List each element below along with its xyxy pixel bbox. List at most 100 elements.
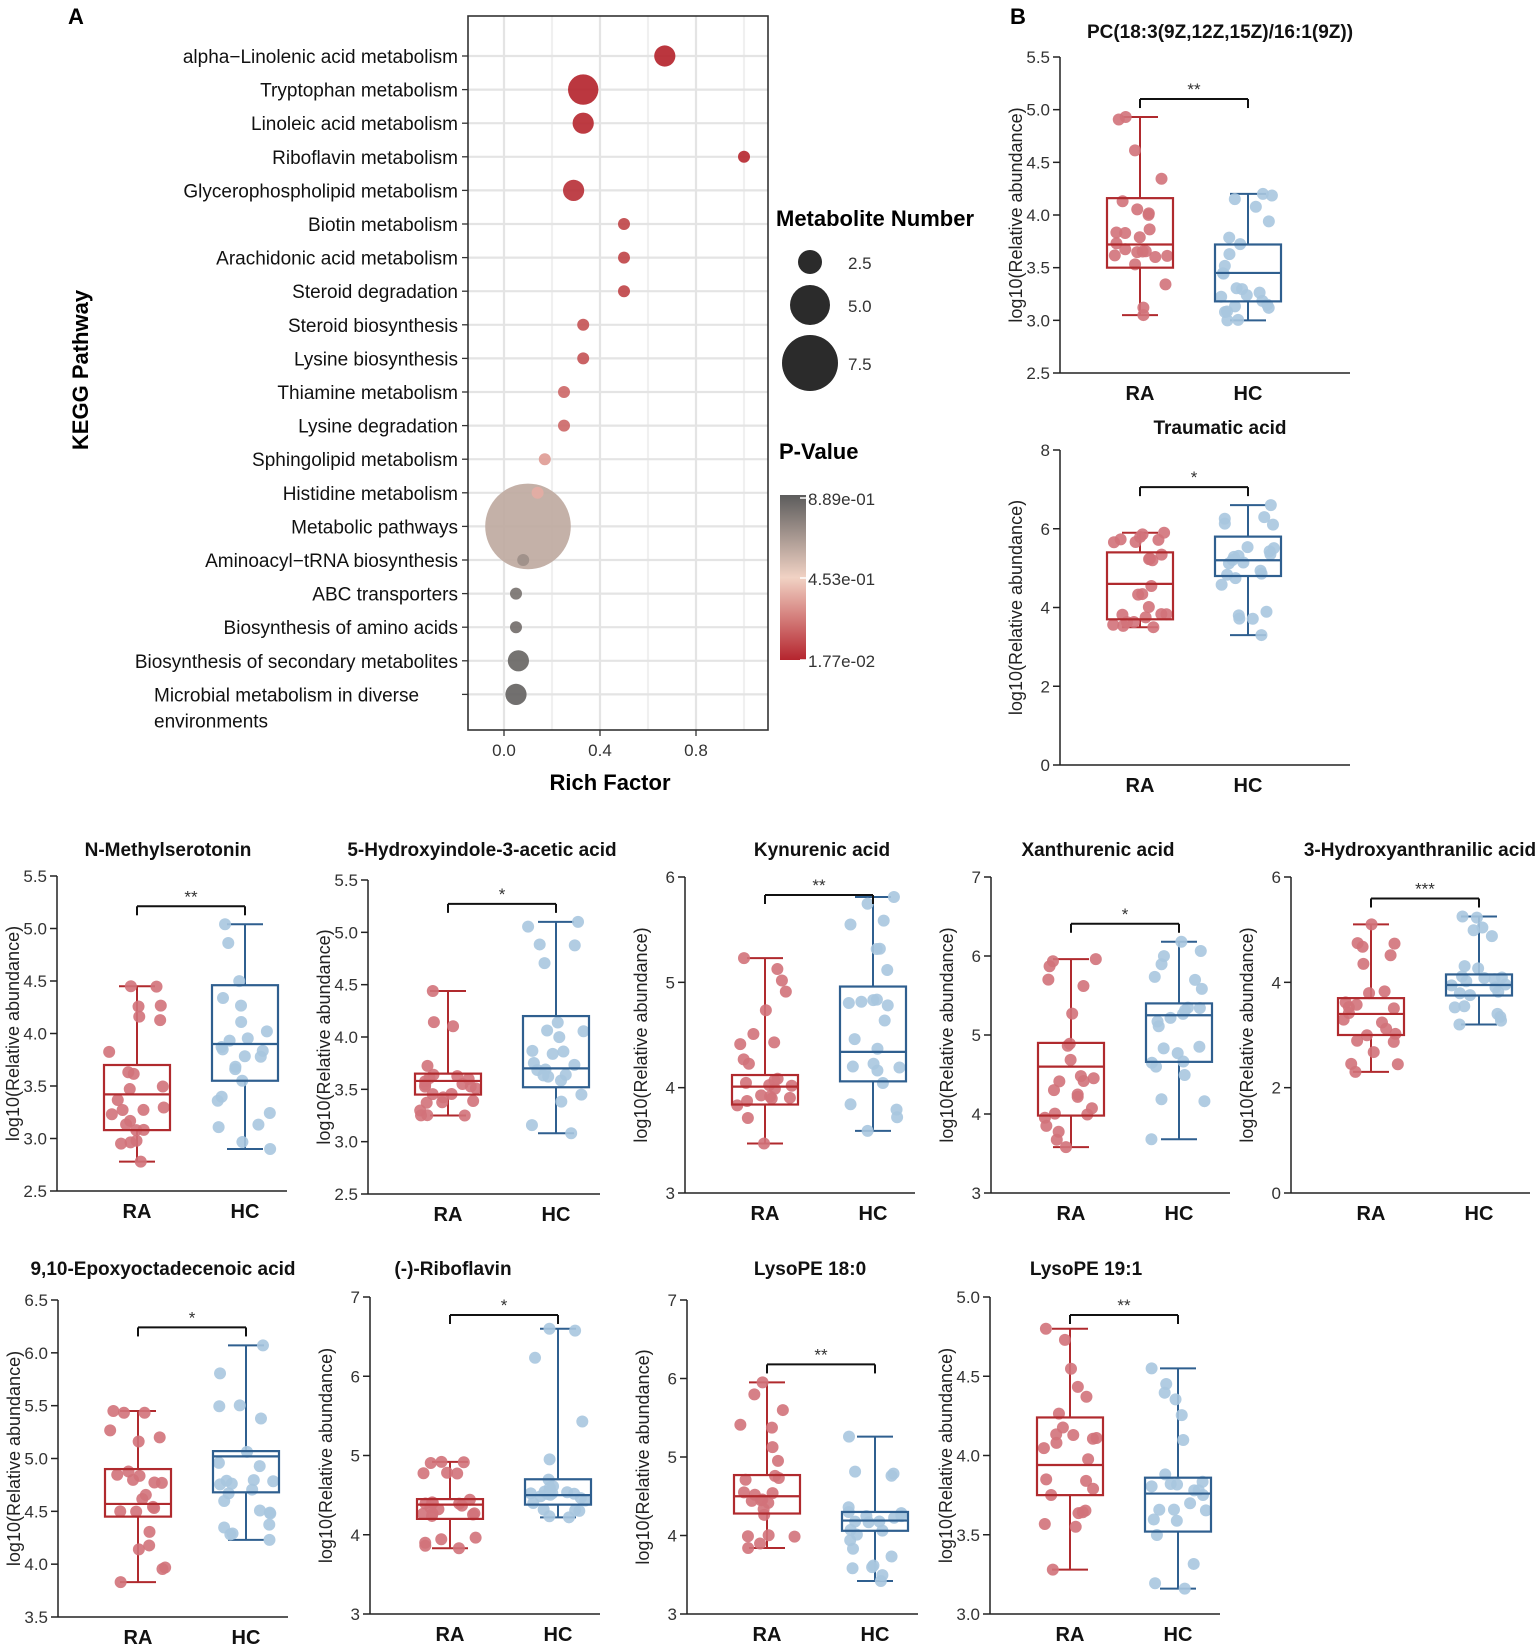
- data-point: [1037, 1442, 1050, 1455]
- data-point: [1391, 1058, 1404, 1071]
- data-point: [105, 1108, 118, 1121]
- data-point: [1139, 611, 1152, 624]
- group-label: RA: [1357, 1203, 1386, 1225]
- data-point: [218, 1495, 231, 1508]
- data-point: [1363, 987, 1376, 1000]
- y-tick-label: 4.5: [23, 972, 47, 991]
- data-point: [541, 1024, 554, 1037]
- box-iqr: [523, 1478, 593, 1506]
- y-tick-label: 6: [666, 868, 675, 887]
- y-tick-label: 3: [972, 1184, 981, 1203]
- data-point: [456, 1077, 469, 1090]
- data-point: [1159, 278, 1172, 291]
- boxplot-panel: Traumatic acid 0 2 4 6 8 log10(Relative abunda…: [1006, 418, 1350, 797]
- y-tick-label: 6: [351, 1367, 360, 1386]
- data-point: [876, 1076, 889, 1089]
- data-point: [1181, 1001, 1194, 1014]
- data-point: [148, 1476, 161, 1489]
- pathway-label: Biosynthesis of amino acids: [224, 618, 458, 639]
- y-axis-title: log10(Relative abundance): [3, 926, 23, 1141]
- data-point: [1067, 1429, 1080, 1442]
- data-point: [1153, 1503, 1166, 1516]
- data-point: [441, 1466, 454, 1479]
- data-point: [153, 1431, 166, 1444]
- data-point: [143, 1539, 156, 1552]
- data-point: [1223, 231, 1236, 244]
- data-point: [1260, 605, 1273, 618]
- data-point: [225, 1477, 238, 1490]
- box-iqr: [210, 984, 280, 1082]
- group-label: RA: [1057, 1203, 1086, 1225]
- bubble-point: [558, 386, 570, 398]
- data-point: [260, 1025, 273, 1038]
- boxplot-panel: N-Methylserotonin 2.5 3.0 3.5 4.0 4.5 5.0 5.5 lo…: [3, 840, 287, 1223]
- data-point: [1223, 248, 1236, 261]
- data-point: [1258, 511, 1271, 524]
- data-point: [137, 1103, 150, 1116]
- data-point: [1458, 960, 1471, 973]
- bubble-point: [618, 285, 630, 298]
- data-point: [156, 1080, 169, 1093]
- boxplot-title: Traumatic acid: [1153, 418, 1286, 439]
- data-point: [1148, 970, 1161, 983]
- data-point: [222, 936, 235, 949]
- data-point: [877, 914, 890, 927]
- data-point: [739, 1473, 752, 1486]
- data-point: [116, 1103, 129, 1116]
- group-label: RA: [1126, 383, 1155, 405]
- y-tick-label: 4: [666, 1079, 675, 1098]
- data-point: [1229, 572, 1242, 585]
- data-point: [467, 1508, 480, 1521]
- data-point: [1485, 930, 1498, 943]
- y-tick-label: 3.5: [1026, 259, 1050, 278]
- data-point: [768, 1036, 781, 1049]
- significance-stars: **: [1187, 80, 1201, 99]
- data-point: [1046, 1563, 1059, 1576]
- y-tick-label: 4: [351, 1526, 360, 1545]
- data-point: [103, 1045, 116, 1058]
- data-point: [216, 992, 229, 1005]
- data-point: [241, 1032, 254, 1045]
- data-point: [417, 1467, 430, 1480]
- data-point: [1184, 1497, 1197, 1510]
- pathway-label: Thiamine metabolism: [277, 383, 458, 404]
- y-tick-label: 3.0: [334, 1133, 358, 1152]
- data-point: [1047, 1084, 1060, 1097]
- y-tick-label: 4.0: [23, 1025, 47, 1044]
- data-point: [417, 1507, 430, 1520]
- data-point: [1357, 957, 1370, 970]
- data-point: [1241, 541, 1254, 554]
- data-point: [1066, 1007, 1079, 1020]
- data-point: [1058, 1333, 1071, 1346]
- significance-stars: *: [501, 1296, 508, 1315]
- data-point: [1266, 518, 1279, 531]
- data-point: [1215, 578, 1228, 591]
- data-point: [1177, 1433, 1190, 1446]
- data-point: [844, 1098, 857, 1111]
- data-point: [115, 1137, 128, 1150]
- data-point: [546, 1047, 559, 1060]
- data-point: [435, 1455, 448, 1468]
- pathway-label: Sphingolipid metabolism: [252, 450, 458, 471]
- pathway-label: Metabolic pathways: [291, 517, 458, 538]
- data-point: [878, 1014, 891, 1027]
- pathway-label: Histidine metabolism: [283, 484, 458, 505]
- group-label: RA: [434, 1204, 463, 1226]
- data-point: [254, 1050, 267, 1063]
- data-point: [138, 1406, 151, 1419]
- data-point: [212, 1121, 225, 1134]
- significance-stars: **: [812, 876, 826, 895]
- data-point: [114, 1576, 127, 1589]
- data-point: [253, 1460, 266, 1473]
- data-point: [1232, 609, 1245, 622]
- data-point: [1246, 612, 1259, 625]
- y-tick-label: 3.0: [956, 1605, 980, 1624]
- data-point: [1240, 289, 1253, 302]
- y-tick-label: 3.5: [334, 1080, 358, 1099]
- y-axis-title: KEGG Pathway: [68, 289, 93, 450]
- boxplot-title: LysoPE 19:1: [1030, 1259, 1143, 1280]
- data-point: [435, 1533, 448, 1546]
- data-point: [867, 994, 880, 1007]
- data-point: [737, 1053, 750, 1066]
- data-point: [887, 1467, 900, 1480]
